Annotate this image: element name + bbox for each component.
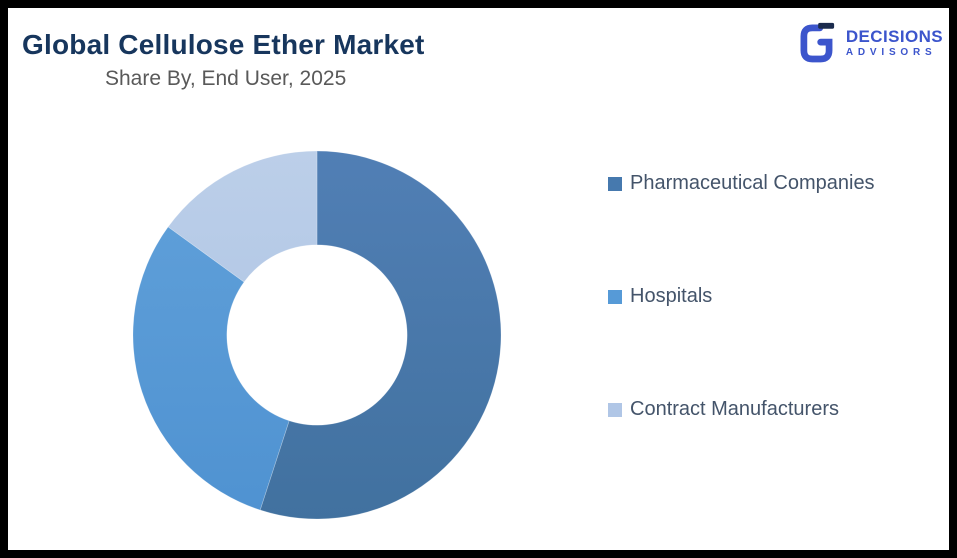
donut-chart-svg bbox=[132, 150, 502, 520]
legend-swatch-pharmaceutical-companies bbox=[608, 176, 622, 191]
legend-item-pharmaceutical-companies: Pharmaceutical Companies bbox=[608, 170, 875, 197]
page-title: Global Cellulose Ether Market bbox=[22, 29, 425, 60]
legend-label: Contract Manufacturers bbox=[630, 398, 839, 420]
chart-legend: Pharmaceutical Companies Hospitals Contr… bbox=[608, 170, 875, 423]
legend-swatch-hospitals bbox=[608, 289, 622, 304]
logo-g-mark-icon bbox=[800, 22, 834, 63]
logo-text: DECISIONS ADVISORS bbox=[846, 28, 943, 58]
logo-name: DECISIONS bbox=[845, 27, 943, 46]
legend-item-contract-manufacturers: Contract Manufacturers bbox=[608, 396, 875, 423]
donut-slice-contract-manufacturers bbox=[167, 150, 318, 283]
donut-slice-pharmaceutical-companies bbox=[259, 150, 502, 520]
page-subtitle: Share By, End User, 2025 bbox=[105, 67, 347, 90]
legend-label: Hospitals bbox=[630, 285, 713, 307]
donut-slice-hospitals bbox=[132, 226, 290, 511]
legend-swatch-contract-manufacturers bbox=[608, 402, 622, 417]
decisions-advisors-logo: DECISIONS ADVISORS bbox=[798, 20, 943, 66]
logo-tagline: ADVISORS bbox=[845, 47, 937, 58]
legend-label: Pharmaceutical Companies bbox=[630, 172, 875, 194]
donut-chart bbox=[132, 150, 502, 520]
legend-item-hospitals: Hospitals bbox=[608, 283, 875, 310]
